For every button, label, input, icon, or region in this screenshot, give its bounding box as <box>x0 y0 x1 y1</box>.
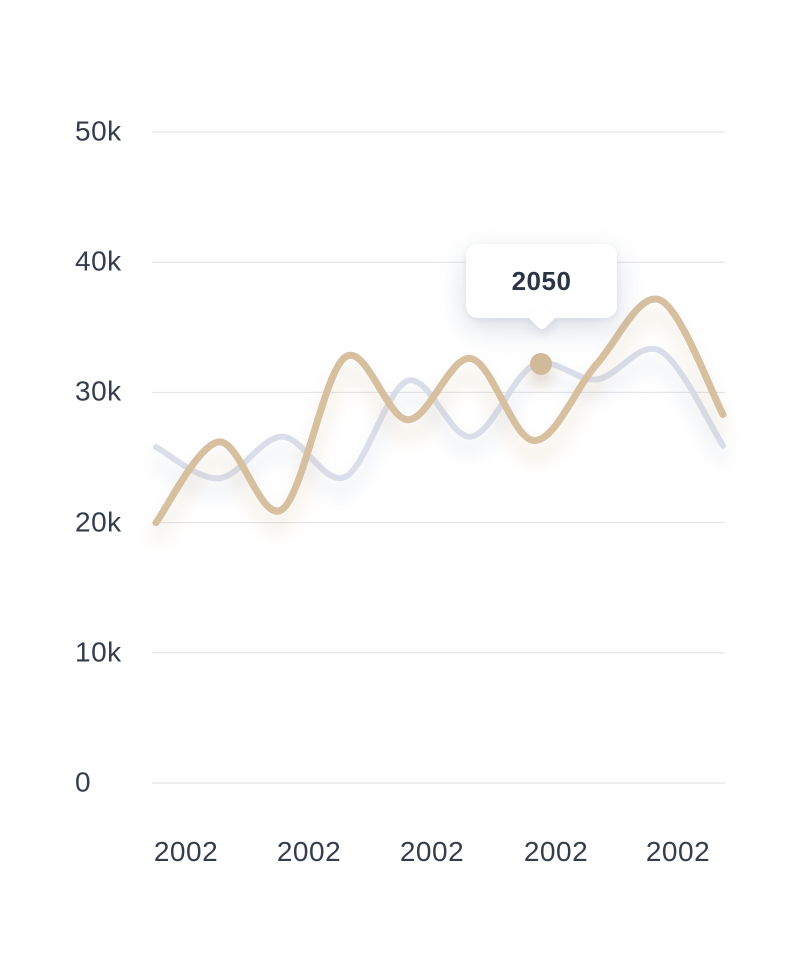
x-axis-label: 2002 <box>523 836 589 867</box>
x-axis-label: 2002 <box>276 836 342 867</box>
series-gray-line[interactable] <box>153 345 726 482</box>
y-axis-label: 30k <box>75 375 122 407</box>
x-axis-label: 2002 <box>153 836 219 867</box>
x-axis-label: 2002 <box>399 836 465 867</box>
y-axis-label: 50k <box>75 115 122 147</box>
series-beige-line[interactable] <box>152 295 727 527</box>
y-axis-label: 40k <box>75 245 122 277</box>
x-axis-label: 2002 <box>645 836 711 867</box>
tooltip-value: 2050 <box>511 265 572 296</box>
tooltip: 2050 <box>466 244 617 332</box>
y-axis-label: 20k <box>75 506 122 538</box>
y-axis-label: 10k <box>75 636 122 668</box>
y-axis-label: 0 <box>75 766 92 798</box>
data-point-marker[interactable] <box>530 353 552 375</box>
